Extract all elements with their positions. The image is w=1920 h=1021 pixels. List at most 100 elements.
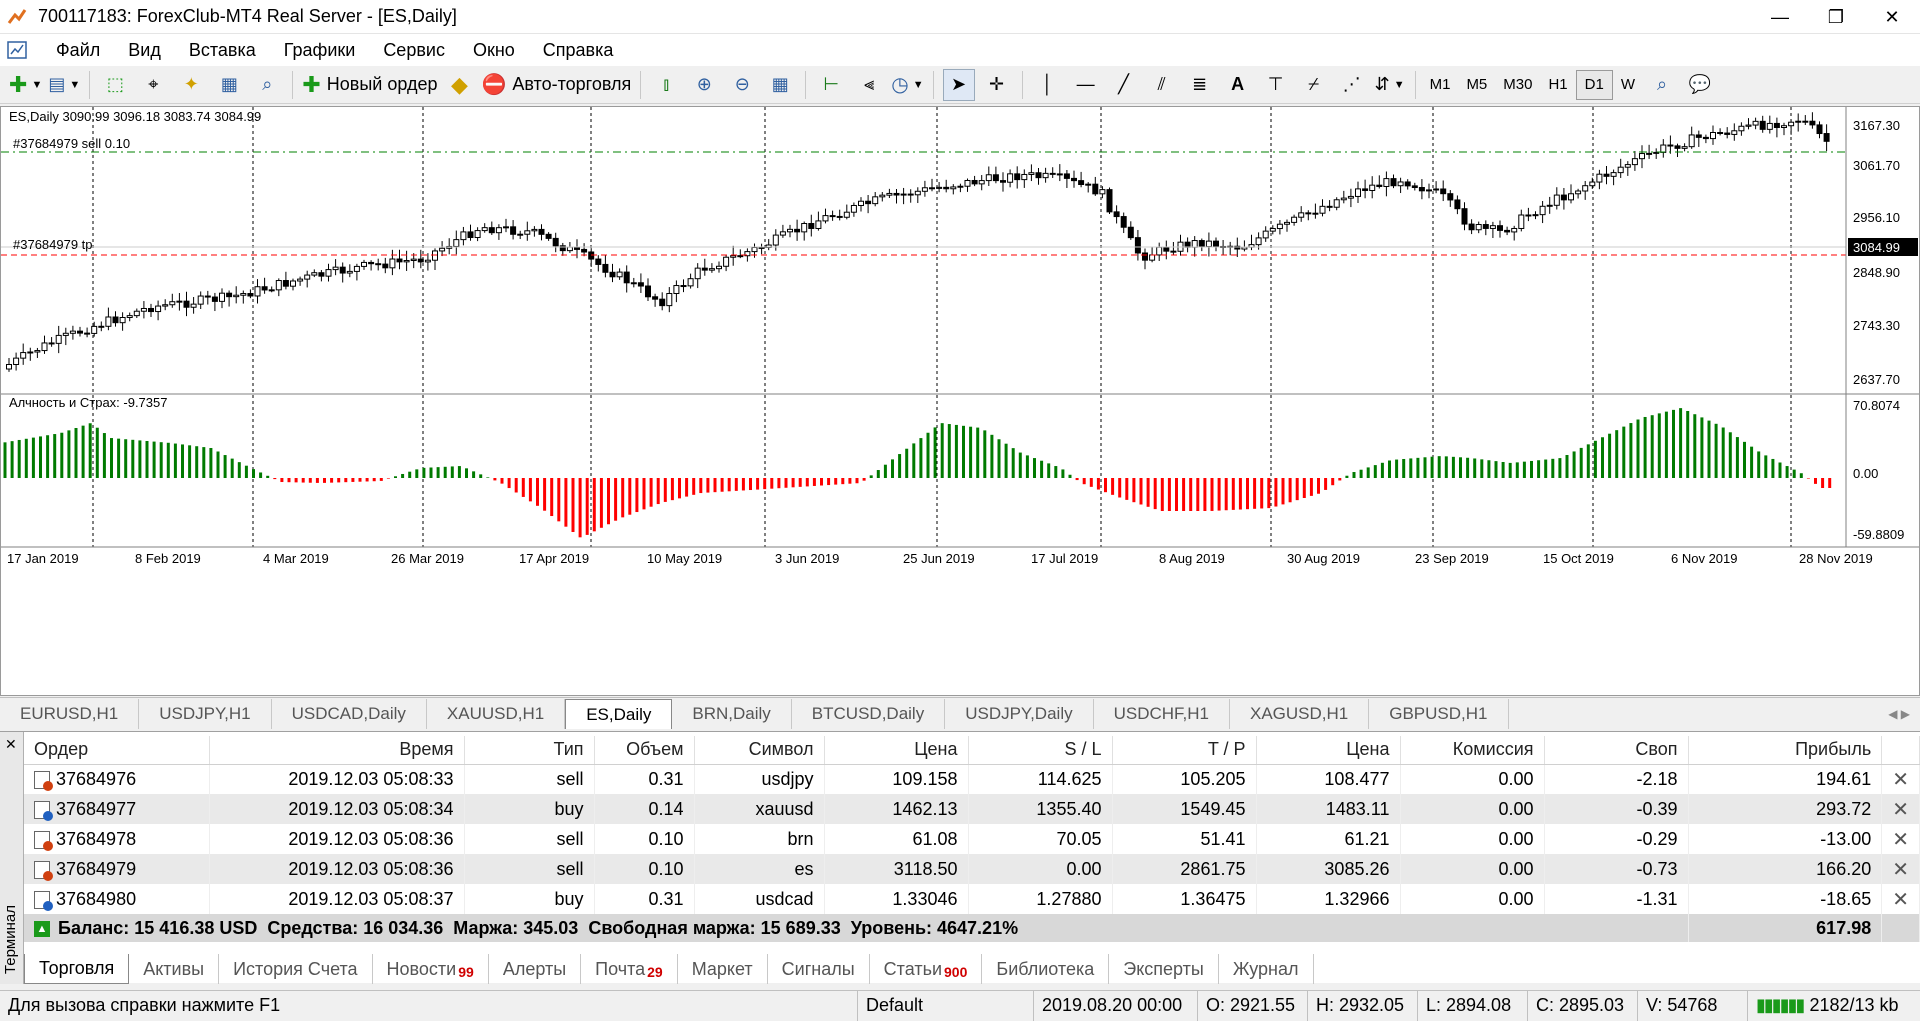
col-profit[interactable]: Прибыль bbox=[1688, 736, 1883, 765]
timeframe-m5-button[interactable]: M5 bbox=[1466, 76, 1488, 93]
col-order[interactable]: Ордер bbox=[24, 736, 210, 765]
chart-tab[interactable]: BRN,Daily bbox=[672, 699, 792, 729]
close-order-icon[interactable]: ✕ bbox=[1892, 858, 1909, 881]
crosshair-button[interactable]: ✛ bbox=[981, 69, 1013, 101]
order-row[interactable]: 37684978 2019.12.03 05:08:36 sell 0.10 brn 61… bbox=[24, 824, 1920, 854]
periods-button[interactable]: ◷ ▼ bbox=[891, 69, 923, 101]
vertical-line-button[interactable]: │ bbox=[1032, 69, 1064, 101]
horizontal-line-button[interactable]: — bbox=[1070, 69, 1102, 101]
chart-window[interactable]: ES,Daily 3090.99 3096.18 3083.74 3084.99… bbox=[0, 106, 1920, 696]
text-label-button[interactable]: ⊤ bbox=[1260, 69, 1292, 101]
timeframe-w-button[interactable]: W bbox=[1620, 76, 1636, 93]
col-commission[interactable]: Комиссия bbox=[1400, 736, 1545, 765]
order-row[interactable]: 37684980 2019.12.03 05:08:37 buy 0.31 usdcad… bbox=[24, 884, 1920, 914]
text-button[interactable]: A bbox=[1222, 69, 1254, 101]
terminal-button[interactable]: ▦ bbox=[213, 69, 245, 101]
arrows-button[interactable]: ⇵ ▼ bbox=[1374, 69, 1406, 101]
terminal-tab[interactable]: Почта 29 bbox=[581, 954, 678, 984]
close-order-icon[interactable]: ✕ bbox=[1892, 888, 1909, 911]
terminal-tab[interactable]: Эксперты bbox=[1109, 954, 1219, 984]
chart-tab[interactable]: XAGUSD,H1 bbox=[1230, 699, 1370, 729]
col-current-price[interactable]: Цена bbox=[1256, 736, 1401, 765]
auto-trading-button[interactable]: ⛔ Авто-торговля bbox=[481, 69, 631, 101]
terminal-tab[interactable]: Сигналы bbox=[768, 954, 870, 984]
chart-tab[interactable]: USDJPY,Daily bbox=[945, 699, 1094, 729]
chart-tab[interactable]: USDCAD,Daily bbox=[272, 699, 427, 729]
new-order-button[interactable]: ✚ Новый ордер bbox=[302, 69, 437, 101]
timeframe-m1-button[interactable]: M1 bbox=[1429, 76, 1451, 93]
tile-windows-button[interactable]: ▦ bbox=[764, 69, 796, 101]
menu-charts[interactable]: Графики bbox=[283, 39, 356, 60]
col-swap[interactable]: Своп bbox=[1544, 736, 1689, 765]
terminal-tab[interactable]: Маркет bbox=[678, 954, 768, 984]
terminal-tab[interactable]: Журнал bbox=[1219, 954, 1314, 984]
close-window-button[interactable]: ✕ bbox=[1884, 6, 1900, 27]
close-order-icon[interactable]: ✕ bbox=[1892, 828, 1909, 851]
terminal-tab[interactable]: Новости 99 bbox=[373, 954, 489, 984]
candle-body bbox=[1312, 212, 1319, 215]
menu-help[interactable]: Справка bbox=[542, 39, 614, 60]
cursor-button[interactable]: ➤ bbox=[942, 68, 975, 101]
col-time[interactable]: Время bbox=[209, 736, 465, 765]
menu-file[interactable]: Файл bbox=[56, 39, 101, 60]
menu-window[interactable]: Окно bbox=[472, 39, 515, 60]
timeframe-m30-button[interactable]: M30 bbox=[1503, 76, 1533, 93]
menu-tools[interactable]: Сервис bbox=[383, 39, 445, 60]
terminal-tab[interactable]: Статьи 900 bbox=[870, 954, 983, 984]
col-tp[interactable]: T / P bbox=[1112, 736, 1257, 765]
fibonacci-button[interactable]: ≣ bbox=[1184, 69, 1216, 101]
equidistant-channel-button[interactable]: ⫽ bbox=[1146, 69, 1178, 101]
terminal-tab[interactable]: Активы bbox=[129, 954, 220, 984]
chat-button[interactable]: 💬 bbox=[1684, 69, 1716, 101]
metaeditor-button[interactable]: ◆ bbox=[443, 69, 475, 101]
terminal-tab[interactable]: Алерты bbox=[489, 954, 582, 984]
terminal-tab[interactable]: Торговля bbox=[24, 954, 130, 984]
price-chart[interactable]: ES,Daily 3090.99 3096.18 3083.74 3084.99… bbox=[1, 107, 1919, 695]
col-type[interactable]: Тип bbox=[464, 736, 595, 765]
search-button[interactable]: ⌕ bbox=[1646, 69, 1678, 101]
navigator-button[interactable]: ⌖ bbox=[137, 69, 169, 101]
terminal-close-icon[interactable]: ✕ bbox=[5, 736, 17, 752]
data-window-button[interactable]: ✦ bbox=[175, 69, 207, 101]
col-price[interactable]: Цена bbox=[824, 736, 969, 765]
zoom-in-button[interactable]: ⊕ bbox=[688, 69, 720, 101]
timeframe-h1-button[interactable]: H1 bbox=[1548, 76, 1568, 93]
menu-insert[interactable]: Вставка bbox=[188, 39, 256, 60]
col-sl[interactable]: S / L bbox=[968, 736, 1113, 765]
chart-tab[interactable]: ES,Daily bbox=[565, 699, 673, 729]
chart-tab[interactable]: USDCHF,H1 bbox=[1094, 699, 1230, 729]
col-volume[interactable]: Объем bbox=[594, 736, 695, 765]
order-row[interactable]: 37684979 2019.12.03 05:08:36 sell 0.10 es 311… bbox=[24, 854, 1920, 884]
close-order-icon[interactable]: ✕ bbox=[1892, 798, 1909, 821]
zoom-out-button[interactable]: ⊖ bbox=[726, 69, 758, 101]
elliott-button[interactable]: ⋰ bbox=[1336, 69, 1368, 101]
col-symbol[interactable]: Символ bbox=[694, 736, 825, 765]
chart-tab[interactable]: EURUSD,H1 bbox=[0, 699, 140, 729]
close-order-icon[interactable]: ✕ bbox=[1892, 768, 1909, 791]
chart-window-icon[interactable] bbox=[6, 39, 28, 61]
minimize-button[interactable]: — bbox=[1771, 6, 1789, 27]
bar-chart-button[interactable]: ⫾ bbox=[650, 69, 682, 101]
terminal-tab[interactable]: История Счета bbox=[219, 954, 373, 984]
terminal-tab[interactable]: Библиотека bbox=[982, 954, 1110, 984]
autoscroll-button[interactable]: ⫷ bbox=[853, 69, 885, 101]
order-row[interactable]: 37684977 2019.12.03 05:08:34 buy 0.14 xauusd… bbox=[24, 794, 1920, 824]
maximize-button[interactable]: ❐ bbox=[1827, 6, 1845, 27]
chart-tab[interactable]: XAUUSD,H1 bbox=[427, 699, 566, 729]
candle-body bbox=[1702, 136, 1709, 140]
order-row[interactable]: 37684976 2019.12.03 05:08:33 sell 0.31 usdjp… bbox=[24, 764, 1920, 794]
status-profile[interactable]: Default bbox=[858, 990, 1034, 1021]
market-watch-button[interactable]: ⬚ bbox=[99, 69, 131, 101]
chart-tab[interactable]: BTCUSD,Daily bbox=[792, 699, 946, 729]
profiles-button[interactable]: ▤ ▼ bbox=[48, 69, 80, 101]
strategy-tester-button[interactable]: ⌕ bbox=[251, 69, 283, 101]
chart-shift-button[interactable]: ⊢ bbox=[815, 69, 847, 101]
menu-view[interactable]: Вид bbox=[128, 39, 161, 60]
chart-tabs-scroll-arrows[interactable]: ◀ ▶ bbox=[1888, 706, 1910, 721]
new-chart-button[interactable]: ✚ ▼ bbox=[9, 69, 42, 101]
timeframe-d1-button[interactable]: D1 bbox=[1575, 69, 1613, 100]
chart-tab[interactable]: USDJPY,H1 bbox=[139, 699, 272, 729]
chart-tab[interactable]: GBPUSD,H1 bbox=[1369, 699, 1509, 729]
trendline-button[interactable]: ╱ bbox=[1108, 69, 1140, 101]
gann-button[interactable]: ⌿ bbox=[1298, 69, 1330, 101]
